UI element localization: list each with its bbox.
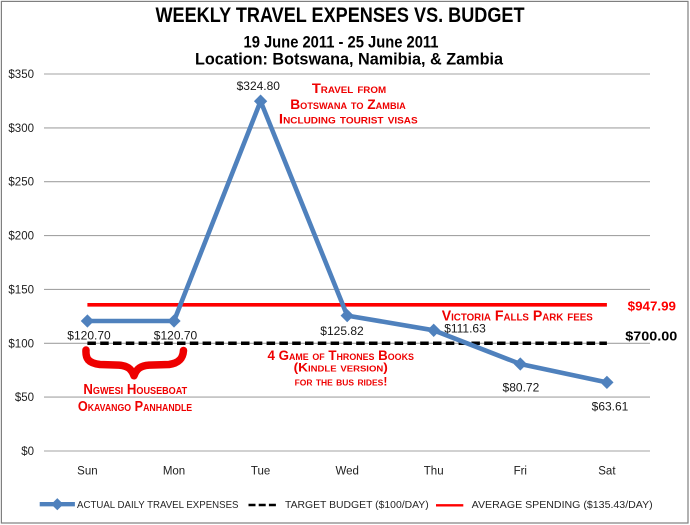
svg-text:Botswana to Zambia: Botswana to Zambia (290, 97, 406, 112)
svg-text:$300: $300 (8, 123, 34, 135)
svg-text:$0: $0 (21, 446, 34, 458)
svg-text:Tue: Tue (251, 466, 270, 478)
svg-text:$700.00: $700.00 (625, 329, 677, 344)
svg-text:$125.82: $125.82 (320, 324, 364, 338)
svg-text:$250: $250 (8, 177, 34, 189)
svg-text:for the bus rides!: for the bus rides! (295, 377, 388, 389)
svg-text:$120.70: $120.70 (67, 328, 111, 342)
svg-text:$63.61: $63.61 (592, 400, 629, 414)
svg-text:Including tourist visas: Including tourist visas (279, 112, 418, 127)
svg-text:Travel from: Travel from (312, 81, 386, 96)
svg-text:Location: Botswana, Namibia, &: Location: Botswana, Namibia, & Zambia (195, 50, 504, 69)
svg-text:$200: $200 (8, 231, 34, 243)
svg-text:Mon: Mon (163, 466, 185, 478)
svg-text:Fri: Fri (514, 466, 527, 478)
svg-text:Wed: Wed (335, 466, 358, 478)
svg-text:Victoria Falls Park fees: Victoria Falls Park fees (442, 309, 593, 325)
svg-text:TARGET BUDGET ($100/DAY): TARGET BUDGET ($100/DAY) (285, 500, 429, 511)
svg-text:$120.70: $120.70 (154, 328, 198, 342)
svg-text:Sun: Sun (77, 466, 97, 478)
svg-text:Sat: Sat (598, 466, 616, 478)
svg-text:ACTUAL DAILY TRAVEL EXPENSES: ACTUAL DAILY TRAVEL EXPENSES (77, 500, 239, 511)
svg-text:$80.72: $80.72 (503, 381, 540, 395)
svg-text:$150: $150 (8, 284, 34, 296)
svg-text:$111.63: $111.63 (444, 322, 486, 336)
svg-text:Okavango Panhandle: Okavango Panhandle (78, 399, 193, 415)
svg-text:19 June 2011 - 25 June 2011: 19 June 2011 - 25 June 2011 (244, 33, 439, 52)
svg-text:4 Game of Thrones Books: 4 Game of Thrones Books (268, 348, 414, 363)
svg-text:$947.99: $947.99 (628, 298, 676, 313)
svg-text:WEEKLY TRAVEL EXPENSES VS. BUD: WEEKLY TRAVEL EXPENSES VS. BUDGET (156, 4, 525, 27)
svg-text:$350: $350 (8, 69, 34, 81)
svg-text:$50: $50 (15, 392, 34, 404)
svg-text:Thu: Thu (424, 466, 444, 478)
svg-text:$100: $100 (8, 338, 34, 350)
svg-text:(Kindle version): (Kindle version) (294, 363, 388, 375)
svg-text:AVERAGE SPENDING ($135.43/DAY): AVERAGE SPENDING ($135.43/DAY) (472, 500, 653, 511)
svg-text:$324.80: $324.80 (237, 79, 281, 93)
svg-text:Ngwesi Houseboat: Ngwesi Houseboat (83, 382, 187, 398)
